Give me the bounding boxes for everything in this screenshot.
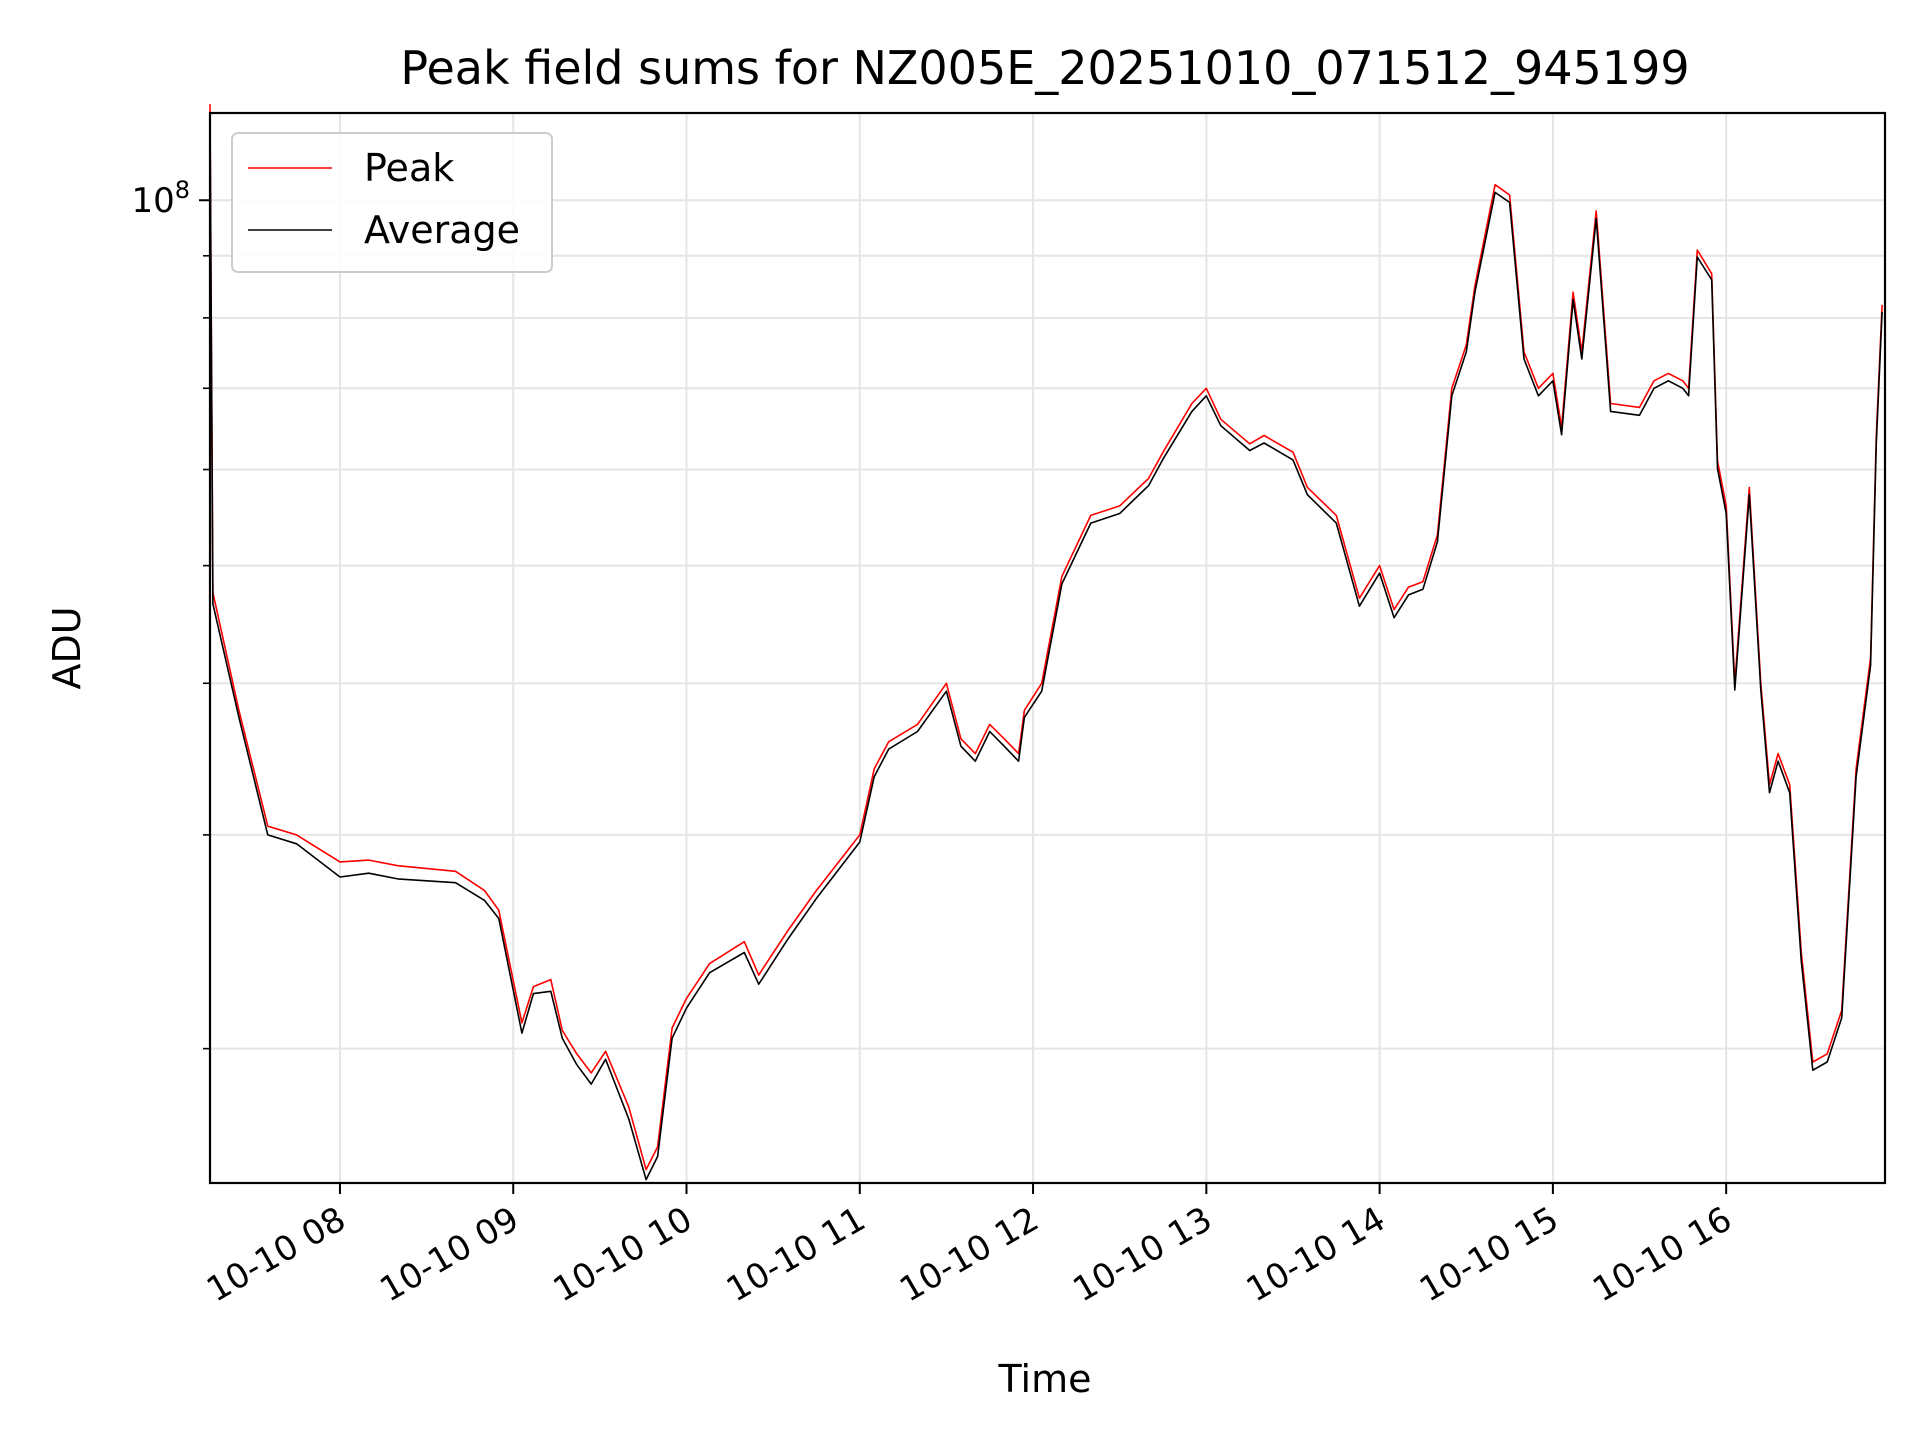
x-axis-label: Time	[998, 1357, 1092, 1401]
plot-frame	[208, 111, 1887, 1185]
chart-title: Peak field sums for NZ005E_20251010_0715…	[400, 41, 1689, 95]
y-tick-label: 108	[131, 176, 190, 221]
series-line-average	[209, 112, 1883, 1181]
legend-label-average: Average	[364, 208, 520, 252]
plot-series	[209, 104, 1883, 1181]
y-axis-label: ADU	[45, 606, 89, 689]
grid	[210, 113, 1885, 1183]
legend: Peak Average	[231, 132, 553, 273]
legend-label-peak: Peak	[364, 146, 454, 190]
